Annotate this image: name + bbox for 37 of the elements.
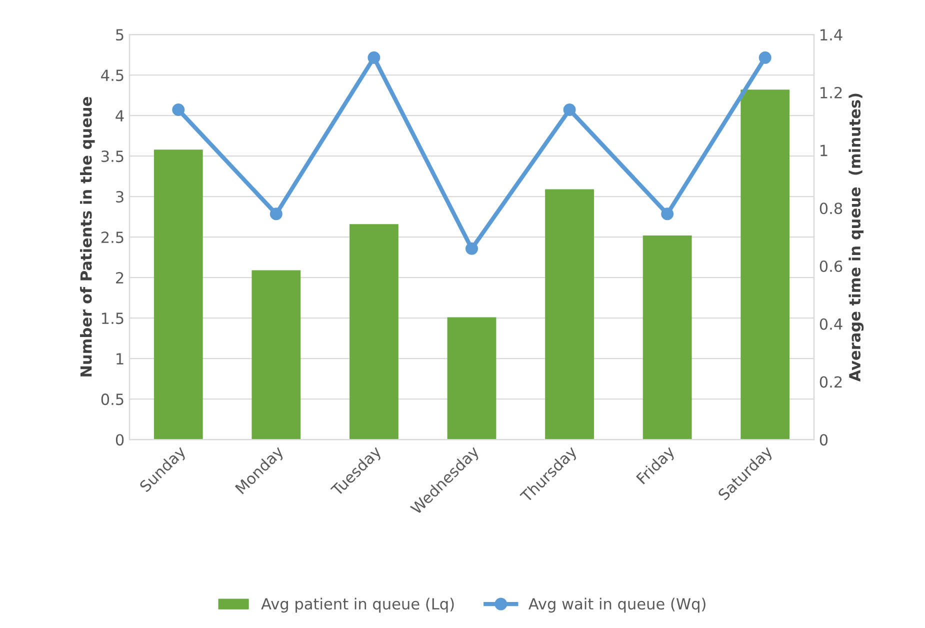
legend-label: Avg wait in queue (Wq) xyxy=(528,598,706,613)
legend-label: Avg patient in queue (Lq) xyxy=(261,598,454,613)
y2-tick-label: 1.2 xyxy=(820,86,842,98)
y2-tick-label: 0.8 xyxy=(820,202,842,214)
y-tick-label: 3.5 xyxy=(102,150,124,162)
y2-tick-label: 0.4 xyxy=(820,318,842,330)
y2-tick-label: 0.2 xyxy=(820,376,842,388)
point xyxy=(368,51,380,64)
y2-tick-label: 0 xyxy=(820,434,828,446)
point xyxy=(270,208,282,220)
y-tick-label: 0.5 xyxy=(101,394,124,406)
bar xyxy=(740,90,790,440)
point xyxy=(758,51,772,64)
bar xyxy=(252,270,301,440)
y2-axis-title: Average time in queue (minutes) xyxy=(848,94,864,382)
y-axis-title: Number of Patients in the queue xyxy=(80,97,95,376)
bar xyxy=(642,235,692,440)
y-tick-label: 5 xyxy=(116,29,124,41)
y-tick-label: 1.5 xyxy=(102,312,124,324)
y-tick-label: 0 xyxy=(116,434,124,446)
point xyxy=(466,242,478,255)
y-tick-label: 1 xyxy=(116,353,124,364)
y-tick-label: 3 xyxy=(116,191,124,203)
y2-tick-label: 1.4 xyxy=(820,29,842,40)
point xyxy=(172,104,185,116)
y-tick-label: 4 xyxy=(116,110,124,122)
point xyxy=(661,208,674,220)
y-tick-label: 2.5 xyxy=(101,232,124,244)
bar xyxy=(154,150,203,440)
bar xyxy=(447,317,496,440)
y-tick-label: 2 xyxy=(116,272,124,284)
point xyxy=(563,104,576,116)
y2-tick-label: 0.6 xyxy=(820,260,842,272)
bar xyxy=(545,189,594,440)
y2-tick-label: 1 xyxy=(820,144,828,156)
y-tick-label: 4.5 xyxy=(101,70,124,82)
bar xyxy=(350,224,398,440)
